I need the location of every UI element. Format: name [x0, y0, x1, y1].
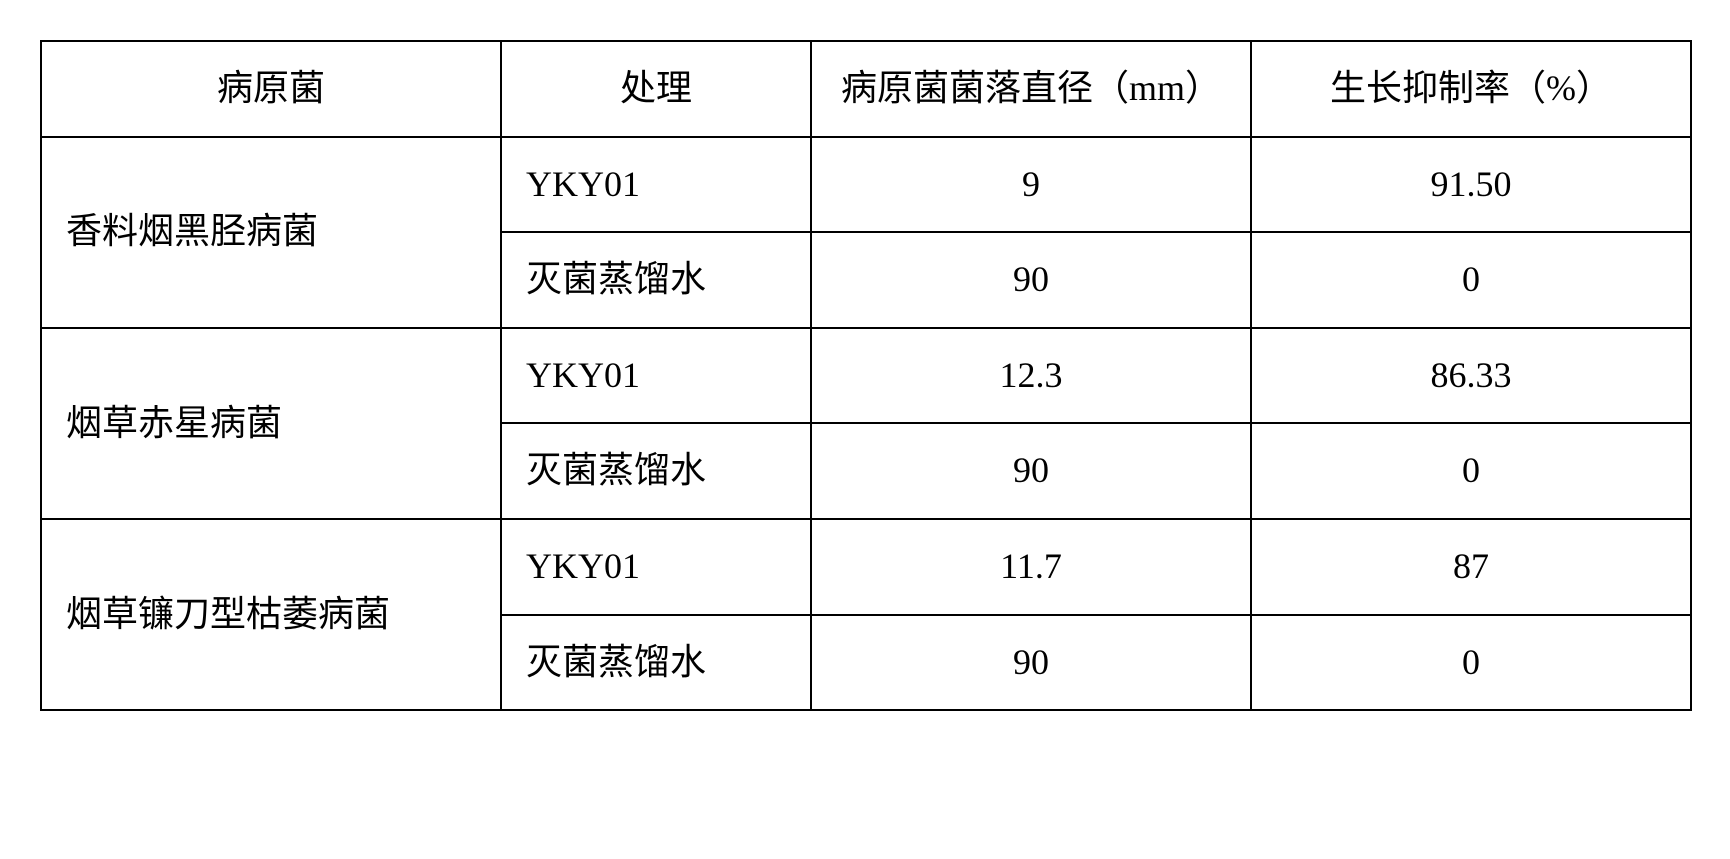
treatment-cell: 灭菌蒸馏水	[501, 423, 811, 519]
table-row: 烟草赤星病菌 YKY01 12.3 86.33	[41, 328, 1691, 424]
treatment-cell: 灭菌蒸馏水	[501, 232, 811, 328]
col-header-pathogen: 病原菌	[41, 41, 501, 137]
inhibition-cell: 0	[1251, 232, 1691, 328]
diameter-cell: 90	[811, 615, 1251, 711]
pathogen-cell: 烟草镰刀型枯萎病菌	[41, 519, 501, 710]
pathogen-cell: 烟草赤星病菌	[41, 328, 501, 519]
treatment-cell: 灭菌蒸馏水	[501, 615, 811, 711]
col-header-treatment: 处理	[501, 41, 811, 137]
inhibition-cell: 86.33	[1251, 328, 1691, 424]
table-header-row: 病原菌 处理 病原菌菌落直径（mm） 生长抑制率（%）	[41, 41, 1691, 137]
treatment-cell: YKY01	[501, 328, 811, 424]
inhibition-cell: 87	[1251, 519, 1691, 615]
inhibition-cell: 0	[1251, 423, 1691, 519]
treatment-cell: YKY01	[501, 137, 811, 233]
pathogen-cell: 香料烟黑胫病菌	[41, 137, 501, 328]
pathogen-inhibition-table: 病原菌 处理 病原菌菌落直径（mm） 生长抑制率（%） 香料烟黑胫病菌 YKY0…	[40, 40, 1692, 711]
col-header-inhibition: 生长抑制率（%）	[1251, 41, 1691, 137]
inhibition-cell: 0	[1251, 615, 1691, 711]
diameter-cell: 11.7	[811, 519, 1251, 615]
diameter-cell: 12.3	[811, 328, 1251, 424]
table-row: 香料烟黑胫病菌 YKY01 9 91.50	[41, 137, 1691, 233]
table-row: 烟草镰刀型枯萎病菌 YKY01 11.7 87	[41, 519, 1691, 615]
treatment-cell: YKY01	[501, 519, 811, 615]
inhibition-cell: 91.50	[1251, 137, 1691, 233]
col-header-diameter: 病原菌菌落直径（mm）	[811, 41, 1251, 137]
diameter-cell: 90	[811, 232, 1251, 328]
diameter-cell: 90	[811, 423, 1251, 519]
diameter-cell: 9	[811, 137, 1251, 233]
